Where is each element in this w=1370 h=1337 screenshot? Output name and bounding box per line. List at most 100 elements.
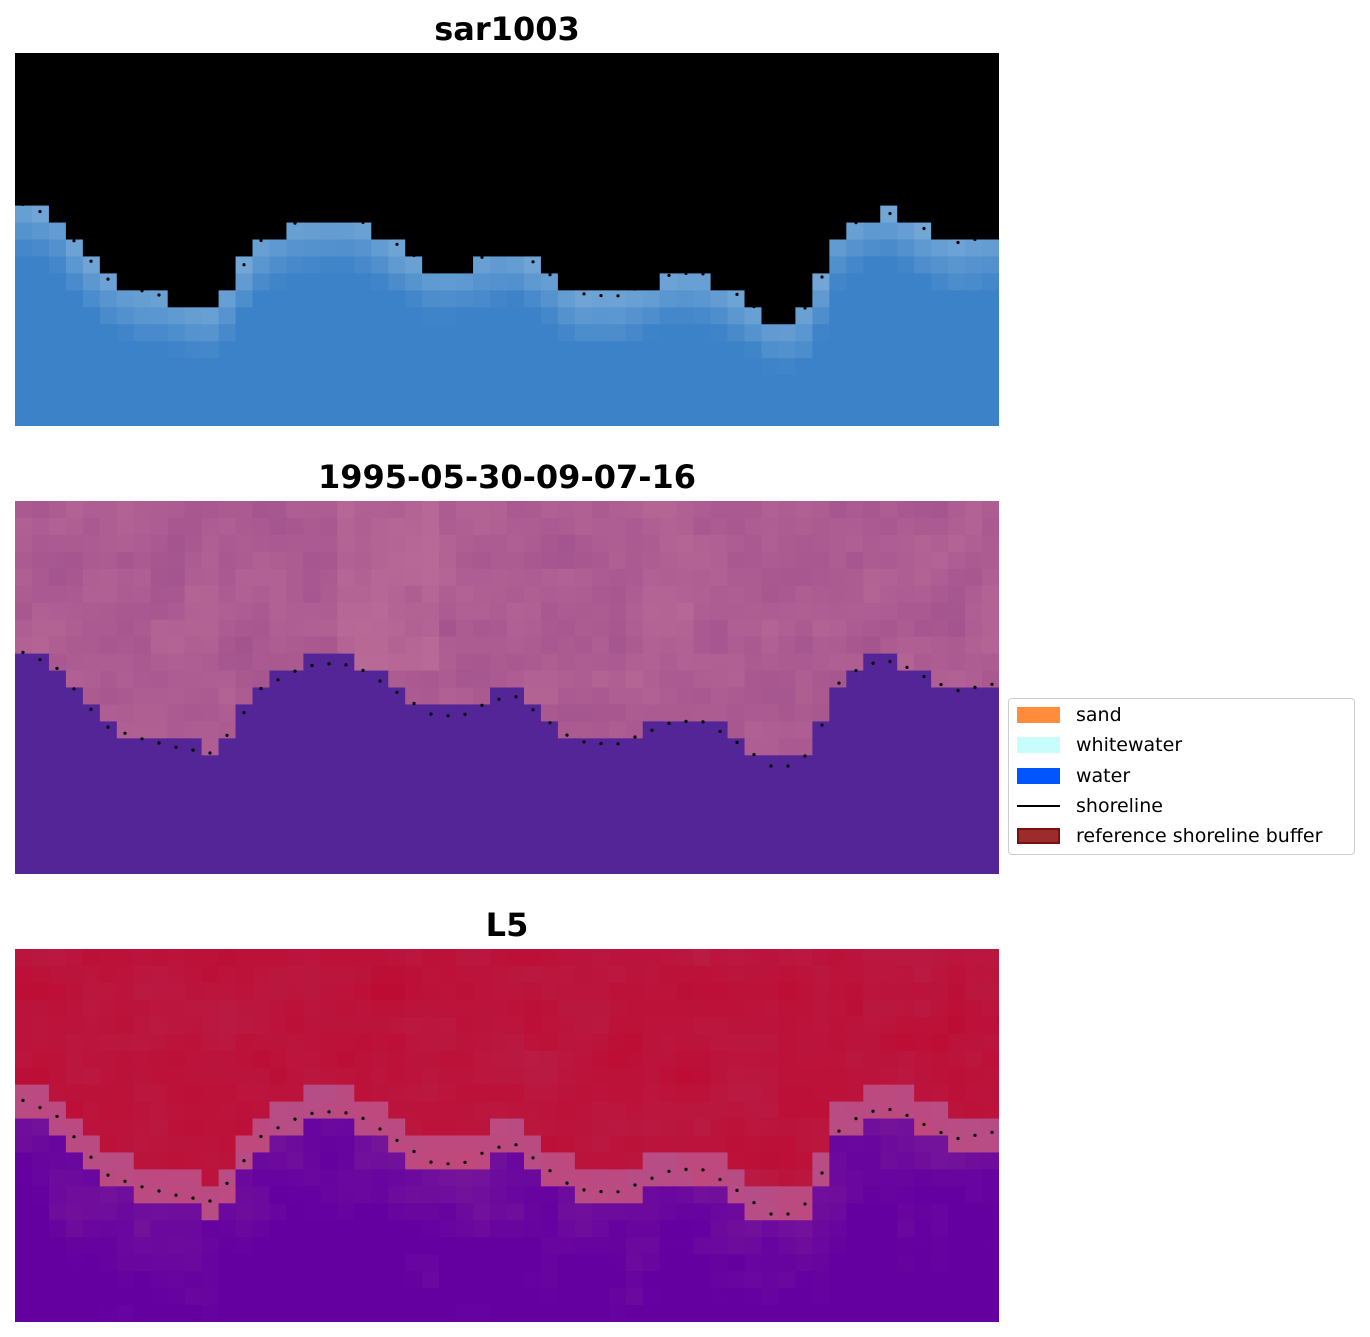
pixel-cell [150,154,169,173]
pixel-cell [269,69,288,88]
pixel-cell [897,1288,915,1306]
shoreline-dot [990,234,994,238]
pixel-cell [642,171,661,190]
pixel-cell [150,999,169,1018]
pixel-cell [439,239,457,258]
pixel-cell [48,1101,67,1120]
pixel-cell [15,86,33,105]
pixel-cell [65,1084,84,1103]
pixel-cell [557,341,576,359]
pixel-cell [710,103,729,122]
pixel-cell [388,222,406,241]
pixel-cell [523,602,542,621]
shoreline-dot [922,674,926,679]
pixel-cell [846,1016,864,1035]
pixel-cell [439,375,457,393]
pixel-cell [490,392,508,410]
pixel-cell [252,619,271,638]
pixel-cell [795,1152,813,1170]
pixel-cell [625,273,644,291]
pixel-cell [490,602,508,621]
pixel-cell [982,1016,999,1035]
pixel-cell [337,1305,355,1322]
pixel-cell [82,823,101,841]
pixel-cell [371,585,389,604]
pixel-cell [931,772,949,790]
pixel-cell [405,619,423,638]
pixel-cell [931,568,949,587]
pixel-cell [48,568,67,587]
pixel-cell [473,324,491,342]
pixel-cell [965,789,983,807]
pixel-cell [405,602,423,621]
pixel-cell [863,1254,881,1272]
pixel-cell [625,1169,644,1187]
pixel-cell [405,86,423,105]
pixel-cell [557,307,576,325]
pixel-cell [642,375,661,393]
pixel-cell [371,103,389,122]
pixel-cell [184,1118,203,1137]
pixel-cell [354,806,372,824]
pixel-cell [269,290,288,308]
pixel-cell [778,1254,797,1272]
pixel-cell [65,670,84,689]
pixel-cell [439,823,457,841]
pixel-cell [948,721,966,739]
pixel-cell [676,171,695,190]
pixel-cell [252,585,271,604]
pixel-cell [880,86,898,105]
shoreline-dot [786,1212,790,1216]
pixel-cell [744,1033,763,1052]
pixel-cell [948,965,966,984]
pixel-cell [659,501,678,519]
pixel-cell [116,1135,135,1154]
pixel-cell [710,1067,729,1086]
pixel-cell [286,1271,305,1289]
pixel-cell [982,602,999,621]
pixel-cell [269,1237,288,1255]
pixel-cell [795,103,813,122]
pixel-cell [744,965,763,984]
pixel-cell [965,53,983,71]
pixel-cell [116,273,135,291]
pixel-cell [744,1118,763,1137]
pixel-cell [269,619,288,638]
pixel-cell [473,721,491,739]
pixel-cell [48,806,67,824]
pixel-cell [269,1067,288,1086]
pixel-cell [65,358,84,376]
pixel-cell [778,1305,797,1322]
pixel-cell [880,1084,898,1103]
pixel-cell [880,1203,898,1221]
pixel-cell [676,704,695,722]
pixel-cell [795,1220,813,1238]
pixel-cell [15,772,33,790]
pixel-cell [829,704,847,722]
pixel-cell [948,738,966,756]
pixel-cell [82,154,101,173]
pixel-cell [303,568,321,587]
pixel-cell [846,256,864,274]
pixel-cell [133,568,152,587]
pixel-cell [948,636,966,655]
pixel-cell [795,1084,813,1103]
pixel-cell [490,1305,508,1322]
pixel-cell [744,1288,763,1306]
pixel-cell [218,704,237,722]
pixel-cell [473,534,491,553]
pixel-cell [507,857,525,874]
pixel-cell [795,1169,813,1187]
pixel-cell [948,999,966,1018]
pixel-cell [201,602,220,621]
pixel-cell [846,772,864,790]
pixel-cell [829,1016,847,1035]
pixel-cell [388,1271,406,1289]
pixel-cell [778,1016,797,1035]
pixel-cell [642,982,661,1001]
pixel-cell [99,857,118,874]
pixel-cell [218,137,237,156]
pixel-cell [473,154,491,173]
pixel-cell [354,517,372,536]
pixel-cell [812,1033,830,1052]
